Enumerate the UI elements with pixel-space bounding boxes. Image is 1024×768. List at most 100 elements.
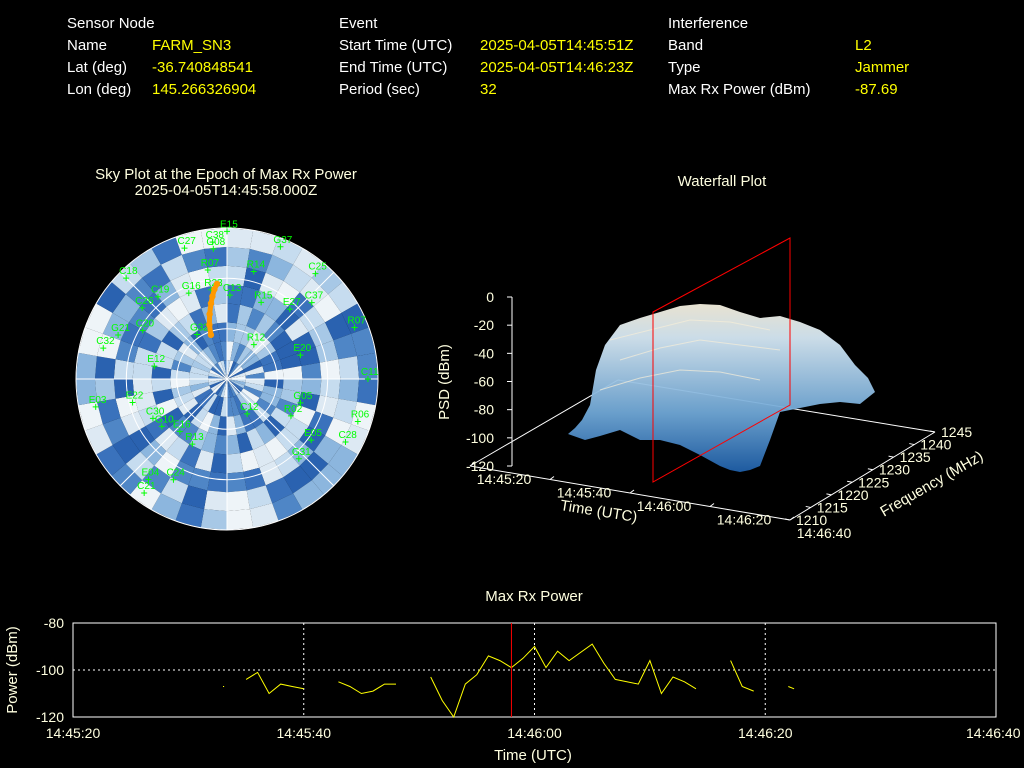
power-y-tick-label: -120 [36,709,64,725]
satellite-marker: C12 [240,402,259,417]
satellite-label: R12 [247,333,266,344]
waterfall-time-tick [629,489,635,494]
satellite-label: C28 [339,430,358,441]
sky-heat-cell [160,477,189,504]
sky-heat-cell [351,401,376,431]
sky-heat-cell [152,353,174,370]
sky-heat-cell [214,396,224,417]
sky-heat-cell [227,369,245,379]
sky-heat-cell [233,395,246,415]
sky-heat-cell [227,453,244,474]
waterfall-freq-tick-label: 1215 [817,499,848,515]
sky-heat-cell [204,246,227,268]
sky-heat-cell [220,379,227,398]
interference-power-label: Max Rx Power (dBm) [668,81,811,98]
interference-power-value: -87.69 [855,81,898,98]
satellite-plus-icon [342,439,349,446]
satellite-plus-icon [297,399,304,406]
sky-heat-cell [96,445,126,477]
sky-heat-cell [191,360,211,373]
satellite-marker: C13 [223,283,242,299]
satellite-label: E27 [283,297,301,308]
satellite-marker: R02 [284,404,303,419]
sky-heat-cell [282,365,303,379]
sky-heat-cell [208,343,221,363]
satellite-plus-icon [141,490,148,497]
satellite-label: E15 [220,219,238,230]
satellite-label: C18 [119,266,138,277]
satellite-marker: C11 [361,367,379,382]
sky-heat-cell [227,360,231,379]
sky-heat-cell [227,397,234,417]
sky-heat-cell [274,451,300,478]
sky-heat-cell [189,308,208,330]
sky-heat-cell [245,407,264,428]
satellite-plus-icon [139,327,146,334]
satellite-label: G31 [292,447,311,458]
satellite-plus-icon [149,415,156,422]
sky-heat-cell [223,360,227,379]
waterfall-time-tick [789,516,795,521]
sky-heat-cell [292,331,316,354]
sky-heat-cell [243,360,263,373]
sky-heat-cell [198,325,215,347]
sky-heat-cell [76,352,97,379]
waterfall-title: Waterfall Plot [677,173,767,190]
satellite-marker: E04 [141,467,160,483]
sky-heat-cell [333,333,358,360]
satellite-plus-icon [286,306,293,313]
satellite-marker: C27 [177,236,196,252]
sky-heat-cell [129,480,161,510]
sky-heat-cell [227,490,250,512]
sky-heat-cell [151,493,182,521]
satellite-marker: E16 [173,419,191,435]
satellite-plus-icon [115,332,122,339]
power-y-tick-label: -100 [36,662,64,678]
waterfall-z-tick-label: -100 [466,430,494,446]
sky-heat-cell [178,397,199,416]
satellite-label: C30 [146,406,165,417]
satellite-label: E03 [89,395,107,406]
satellite-plus-icon [139,304,146,311]
satellite-marker: R06 [351,410,370,425]
satellite-plus-icon [312,270,319,277]
satellite-label: C32 [96,336,115,347]
sky-heat-cell [236,346,252,365]
sky-heat-cell [245,379,265,386]
satellite-marker: G32 [190,322,209,338]
satellite-marker: G21 [111,323,130,339]
sky-heat-cell [170,460,195,486]
sensor-node-panel: Sensor Node Name FARM_SN3 Lat (deg) -36.74… [67,13,256,101]
sky-heat-cell [240,286,260,309]
sky-heat-cell [276,398,298,417]
waterfall-freq-tick [909,443,915,446]
satellite-marker: C18 [119,266,138,282]
power-series-segment [245,671,304,695]
sky-heat-cell [113,359,135,379]
sky-heat-cell [132,379,153,396]
satellite-plus-icon [224,228,230,235]
sky-heat-cell [333,398,358,425]
satellite-label: G32 [190,322,209,333]
waterfall-z-tick-label: -80 [474,402,494,418]
satellite-plus-icon [176,428,183,435]
sky-heat-cell [227,379,240,396]
interference-band-label: Band [668,37,704,54]
sky-heat-cell [262,359,283,373]
sky-heat-cell [227,416,237,436]
satellite-plus-icon [297,352,304,359]
power-title: Max Rx Power [485,588,583,605]
sky-heat-cell [252,444,275,468]
satellite-plus-icon [154,293,161,300]
sky-heat-cell [210,379,227,392]
sky-heat-cell [188,267,211,291]
event-period-value: 32 [480,81,497,98]
sky-heat-cell [194,388,213,404]
sky-heat-cell [151,379,172,393]
waterfall-z-tick-label: -60 [474,374,494,390]
satellite-plus-icon [295,455,302,462]
satellite-label: R02 [284,404,303,415]
interference-type-value: Jammer [855,59,910,76]
satellite-marker: E12 [147,354,166,370]
event-end-value: 2025-04-05T14:46:23Z [480,59,634,76]
